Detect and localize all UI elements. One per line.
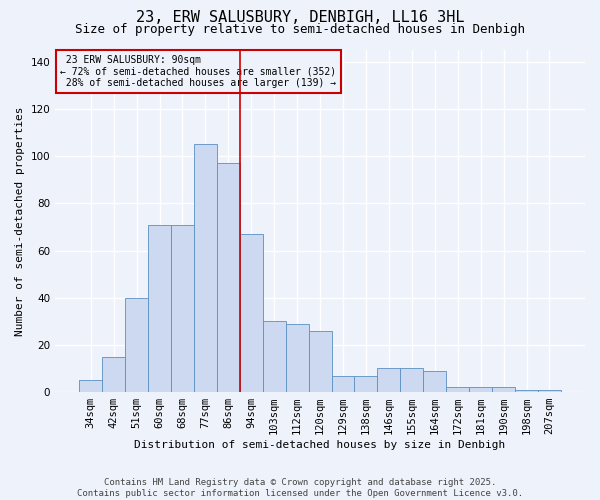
Text: Size of property relative to semi-detached houses in Denbigh: Size of property relative to semi-detach… (75, 22, 525, 36)
Bar (194, 144, 217, 392)
Bar (125, 298, 148, 392)
Text: 23 ERW SALUSBURY: 90sqm
← 72% of semi-detached houses are smaller (352)
 28% of : 23 ERW SALUSBURY: 90sqm ← 72% of semi-de… (61, 55, 337, 88)
Bar (377, 368, 400, 392)
Bar (332, 376, 355, 392)
X-axis label: Distribution of semi-detached houses by size in Denbigh: Distribution of semi-detached houses by … (134, 440, 506, 450)
Text: Contains HM Land Registry data © Crown copyright and database right 2025.
Contai: Contains HM Land Registry data © Crown c… (77, 478, 523, 498)
Y-axis label: Number of semi-detached properties: Number of semi-detached properties (15, 106, 25, 336)
Bar (355, 376, 377, 392)
Bar (286, 324, 308, 392)
Bar (102, 356, 125, 392)
Bar (171, 224, 194, 392)
Bar (240, 234, 263, 392)
Bar (538, 390, 561, 392)
Bar (148, 224, 171, 392)
Bar (79, 380, 102, 392)
Bar (469, 388, 492, 392)
Bar (263, 322, 286, 392)
Bar (515, 390, 538, 392)
Bar (308, 330, 332, 392)
Bar (492, 388, 515, 392)
Text: 23, ERW SALUSBURY, DENBIGH, LL16 3HL: 23, ERW SALUSBURY, DENBIGH, LL16 3HL (136, 10, 464, 25)
Bar (400, 368, 423, 392)
Bar (446, 388, 469, 392)
Bar (423, 371, 446, 392)
Bar (217, 163, 240, 392)
